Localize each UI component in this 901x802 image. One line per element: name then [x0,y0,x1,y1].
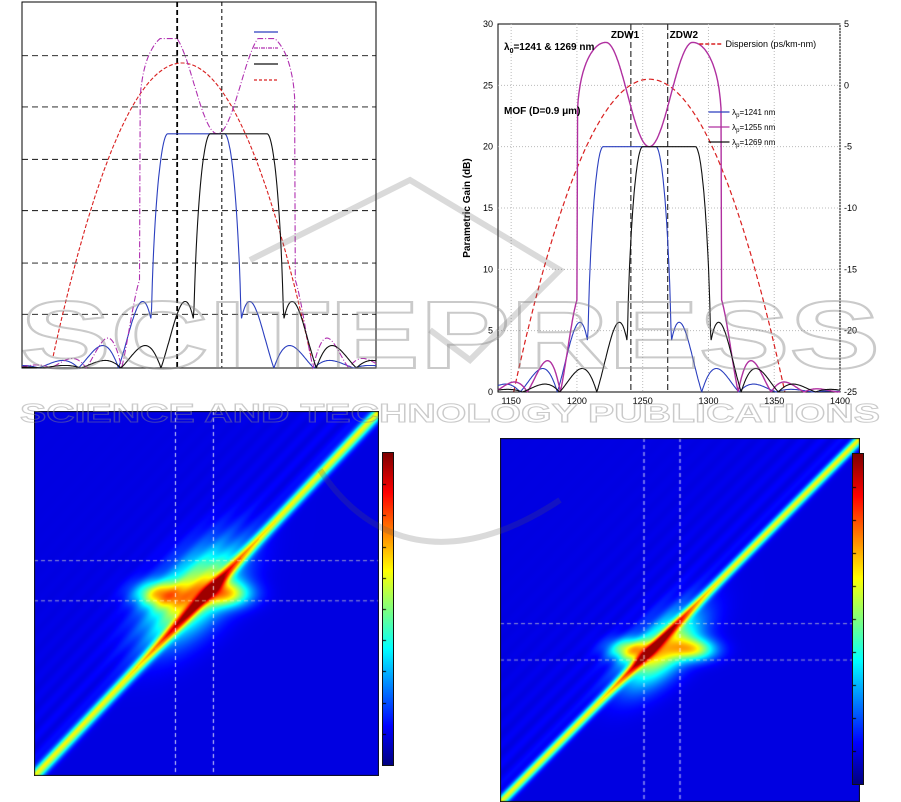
x-tick-label: 1350 [764,396,784,406]
series-gain-1255 [21,38,377,370]
series-dispersion [513,78,786,392]
y-tick-label: 0 [488,387,493,397]
legend-text: =1255 nm [739,123,775,132]
series-gain-1255 [497,41,841,393]
legend-label: λp=1255 nm [732,123,775,134]
series-gain-1269 [22,133,377,369]
legend-sym: λ [732,138,736,147]
legend-label: λp=1241 nm [732,108,775,119]
x-tick-label: 1400 [830,396,850,406]
y-tick-label: 5 [488,326,493,336]
y-axis-label: Parametric Gain (dB) [462,158,473,257]
lambda0-sym: λ [504,42,510,53]
bottom-right-heatmap [500,438,860,802]
y2-axis-label: Dispersion (ps/km-nm) [867,154,868,262]
legend-sym: λ [732,123,736,132]
zdw2-label: ZDW2 [670,30,699,41]
bottom-right-colorbar [852,453,864,785]
lambda0-sub: 0 [510,48,514,55]
y2-tick-label: 5 [844,19,849,29]
legend-sub: p [736,143,740,149]
plot-frame [21,1,377,369]
y2-tick-label: -5 [844,142,852,152]
x-tick-label: 1150 [501,396,520,406]
x-tick-label: 1300 [698,396,718,406]
series-gain-1241 [497,146,841,393]
legend-label-dispersion: Dispersion (ps/km-nm) [726,39,817,49]
watermark-sub: SCIENCE AND TECHNOLOGY PUBLICATIONS [20,398,880,428]
x-tick-label: 1200 [567,396,587,406]
y-tick-label: 20 [483,142,493,152]
y2-tick-label: -15 [844,264,857,274]
legend-sub: p [736,128,740,134]
x-tick-label: 1250 [633,396,653,406]
legend-text: =1269 nm [739,138,775,147]
y2-tick-label: -10 [844,203,857,213]
y-tick-label: 10 [483,264,493,274]
y2-tick-label: -25 [844,387,857,397]
top-left-gain-chart [21,1,377,370]
legend-label: λp=1269 nm [732,138,775,149]
y2-tick-label: 0 [844,80,849,90]
watermark-main: SCITEPRESS [20,282,880,389]
bottom-left-heatmap [34,411,379,776]
series-gain-1269 [497,146,841,393]
series-dispersion [52,62,312,357]
legend-text: =1241 nm [739,108,775,117]
lambda0-rest: =1241 & 1269 nm [513,42,594,53]
bottom-left-heatmap-panel [34,408,396,778]
zdw1-label: ZDW1 [611,30,640,41]
y-tick-label: 25 [483,80,493,90]
legend-sym: λ [732,108,736,117]
y-tick-label: 15 [483,203,493,213]
legend-sub: p [736,113,740,119]
mof-label: MOF (D=0.9 μm) [504,106,580,117]
bottom-left-colorbar [382,452,394,766]
y-tick-label: 30 [483,19,493,29]
lambda0-label: λ0=1241 & 1269 nm [504,42,594,55]
top-right-gain-chart: 1150 1200 1250 1300 1350 1400 0 5 10 15 20 25 30 -25 -… [462,19,868,406]
bottom-right-heatmap-panel [500,436,872,802]
y2-tick-label: -20 [844,326,857,336]
